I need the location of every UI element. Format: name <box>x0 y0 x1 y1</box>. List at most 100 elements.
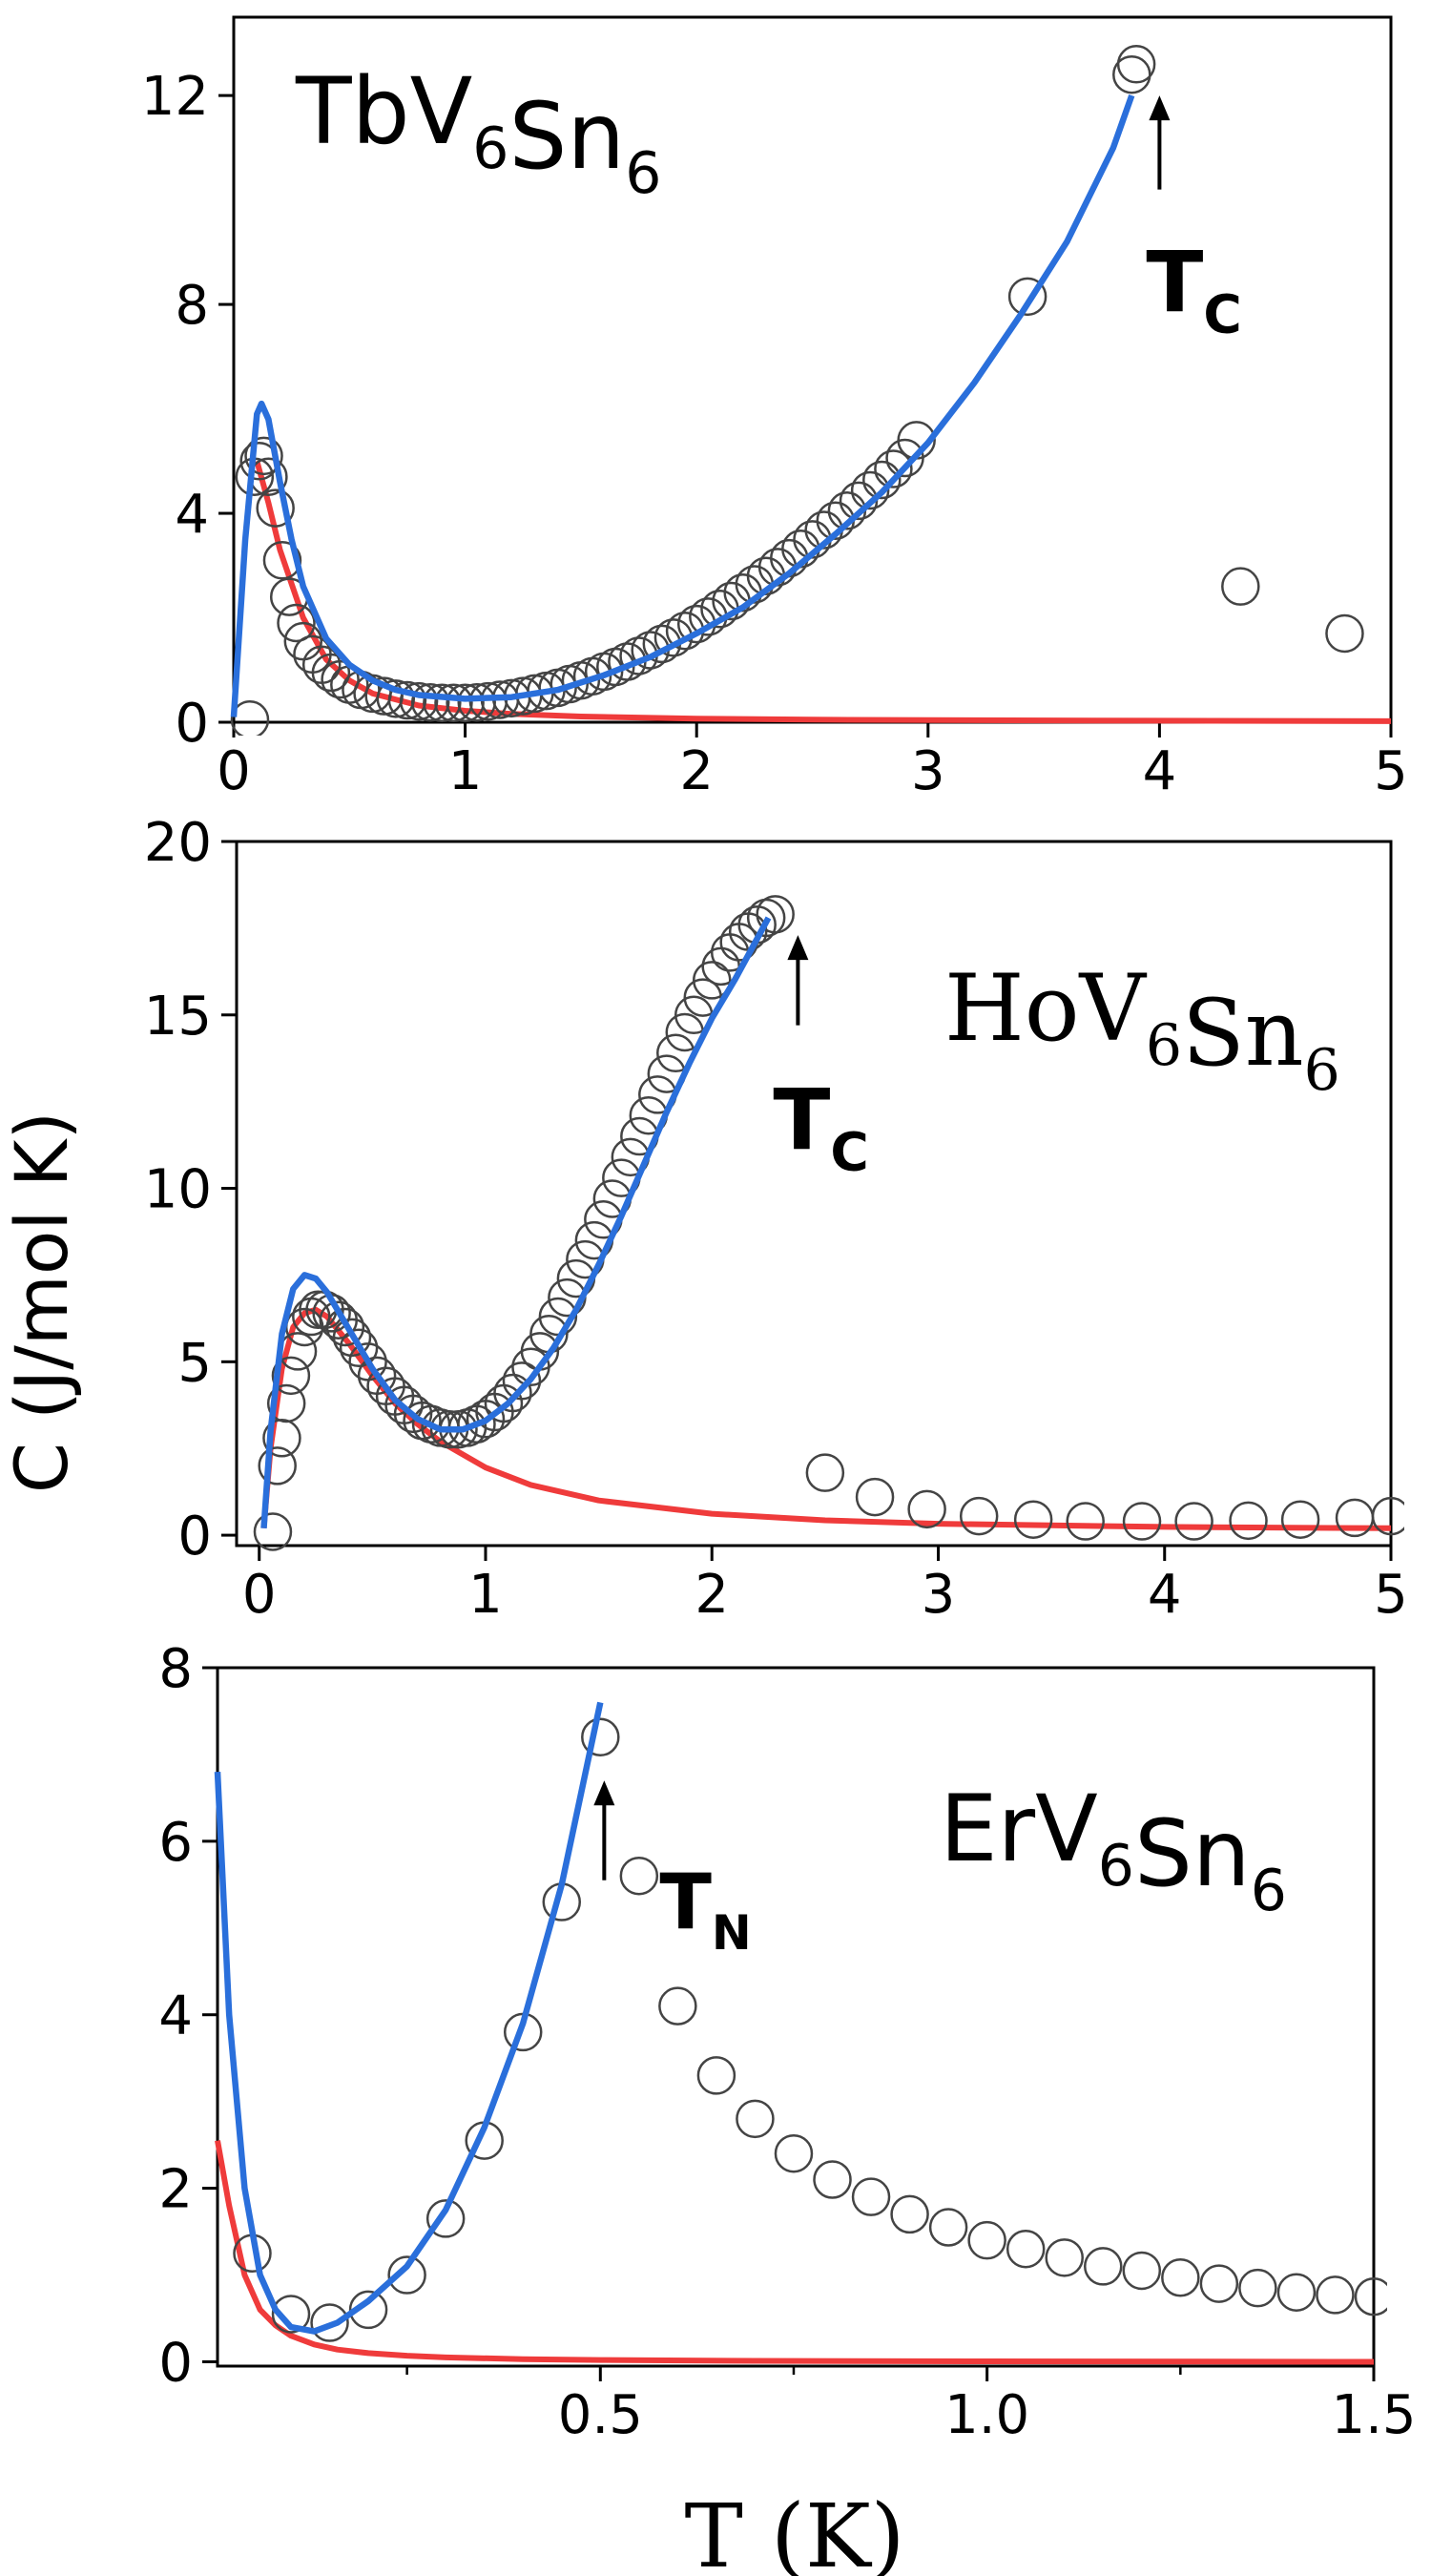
x-tick-label: 5 <box>1374 1564 1408 1626</box>
data-point <box>928 2208 968 2247</box>
data-point <box>348 2290 388 2330</box>
data-point <box>393 1394 433 1434</box>
data-point <box>258 1446 297 1485</box>
data-point <box>907 1489 946 1529</box>
y-axis-title: C (J/mol K) <box>0 1111 84 1493</box>
transition-arrow-head <box>593 1780 615 1806</box>
data-point <box>311 653 351 693</box>
data-point <box>1238 2268 1277 2308</box>
data-point <box>850 470 890 510</box>
x-tick-label: 3 <box>922 1564 956 1626</box>
data-point <box>1280 1500 1320 1539</box>
data-point <box>805 1453 845 1492</box>
fit-line-total <box>260 916 772 1529</box>
data-point <box>1013 1500 1053 1539</box>
plot-area <box>214 1701 1387 2365</box>
data-point <box>277 603 316 643</box>
fit-line-schottky <box>215 2140 1375 2365</box>
data-point <box>1066 1502 1105 1541</box>
fit-line-schottky <box>260 1306 1392 1531</box>
data-point <box>387 2255 426 2295</box>
data-point <box>851 2177 891 2216</box>
data-point <box>256 488 295 528</box>
data-point <box>1006 2229 1046 2269</box>
data-markers <box>253 895 1404 1551</box>
y-tick-label: 0 <box>175 693 209 755</box>
y-tick-label: 4 <box>175 484 209 546</box>
data-point <box>1371 1496 1404 1536</box>
data-point <box>658 1986 697 2025</box>
data-point <box>434 683 473 722</box>
x-axis-title: T (K) <box>684 2485 904 2576</box>
data-point <box>271 2295 311 2334</box>
data-point <box>1221 567 1260 606</box>
data-point <box>696 2056 736 2095</box>
compound-label: TbV6Sn6 <box>295 58 661 207</box>
compound-label: HoV6Sn6 <box>944 955 1340 1104</box>
transition-label: TC <box>1146 234 1241 345</box>
y-tick-label: 5 <box>177 1332 212 1394</box>
data-point <box>244 436 283 476</box>
data-point <box>1116 45 1156 84</box>
data-point <box>446 683 485 722</box>
data-point <box>399 681 439 721</box>
x-tick-label: 0 <box>217 740 251 802</box>
transition-arrow-head <box>1149 95 1171 121</box>
data-markers <box>230 45 1364 736</box>
data-point <box>1007 277 1047 317</box>
y-tick-label: 6 <box>158 1812 193 1874</box>
transition-label: TC <box>773 1071 868 1183</box>
data-point <box>1174 1502 1213 1541</box>
data-point <box>310 2303 349 2342</box>
data-point <box>253 1512 293 1551</box>
data-point <box>1354 2277 1387 2316</box>
data-point <box>774 2133 814 2173</box>
data-point <box>410 682 450 722</box>
fit-line-total <box>230 94 1135 717</box>
x-tick-label: 0.5 <box>558 2384 643 2446</box>
y-tick-label: 8 <box>158 1638 193 1700</box>
transition-label: TN <box>659 1858 751 1961</box>
y-tick-label: 10 <box>144 1159 212 1221</box>
data-point <box>262 541 302 580</box>
data-point <box>425 2199 466 2238</box>
y-tick-label: 4 <box>158 1985 193 2047</box>
x-tick-label: 1 <box>468 1564 503 1626</box>
x-tick-label: 0 <box>242 1564 277 1626</box>
data-point <box>1045 2238 1084 2277</box>
x-tick-label: 2 <box>679 740 714 802</box>
plot-frame <box>235 840 1393 1548</box>
transition-arrow-head <box>787 935 809 961</box>
data-point <box>271 1356 311 1396</box>
fit-line-total <box>214 1701 604 2335</box>
panel-ho: 0 1 2 3 4 5 0 5 10 15 20 HoV6Sn6 TC <box>144 812 1408 1626</box>
y-tick-label: 0 <box>158 2332 193 2394</box>
data-point <box>266 1383 306 1423</box>
data-point <box>736 2099 775 2139</box>
data-point <box>959 1496 999 1536</box>
data-point <box>756 895 795 934</box>
panel-er: 0.5 1.0 1.5 0 2 4 6 8 ErV6Sn6 TN <box>158 1638 1416 2446</box>
y-tick-label: 12 <box>141 66 209 128</box>
x-tick-label: 4 <box>1148 1564 1182 1626</box>
data-point <box>339 1328 379 1368</box>
data-point <box>387 680 427 720</box>
y-tick-label: 2 <box>158 2159 193 2221</box>
data-point <box>493 1373 532 1413</box>
x-tick-label: 2 <box>695 1564 729 1626</box>
plot-area <box>230 45 1392 736</box>
data-point <box>855 1477 895 1517</box>
fit-line-schottky <box>254 460 1392 724</box>
data-markers <box>233 1717 1387 2342</box>
data-point <box>1084 2247 1123 2286</box>
x-tick-label: 5 <box>1374 740 1408 802</box>
data-point <box>325 1307 365 1347</box>
data-point <box>862 460 902 500</box>
plot-area <box>253 895 1404 1551</box>
data-point <box>1325 613 1364 654</box>
data-point <box>1161 2257 1200 2297</box>
data-point <box>581 1717 620 1756</box>
